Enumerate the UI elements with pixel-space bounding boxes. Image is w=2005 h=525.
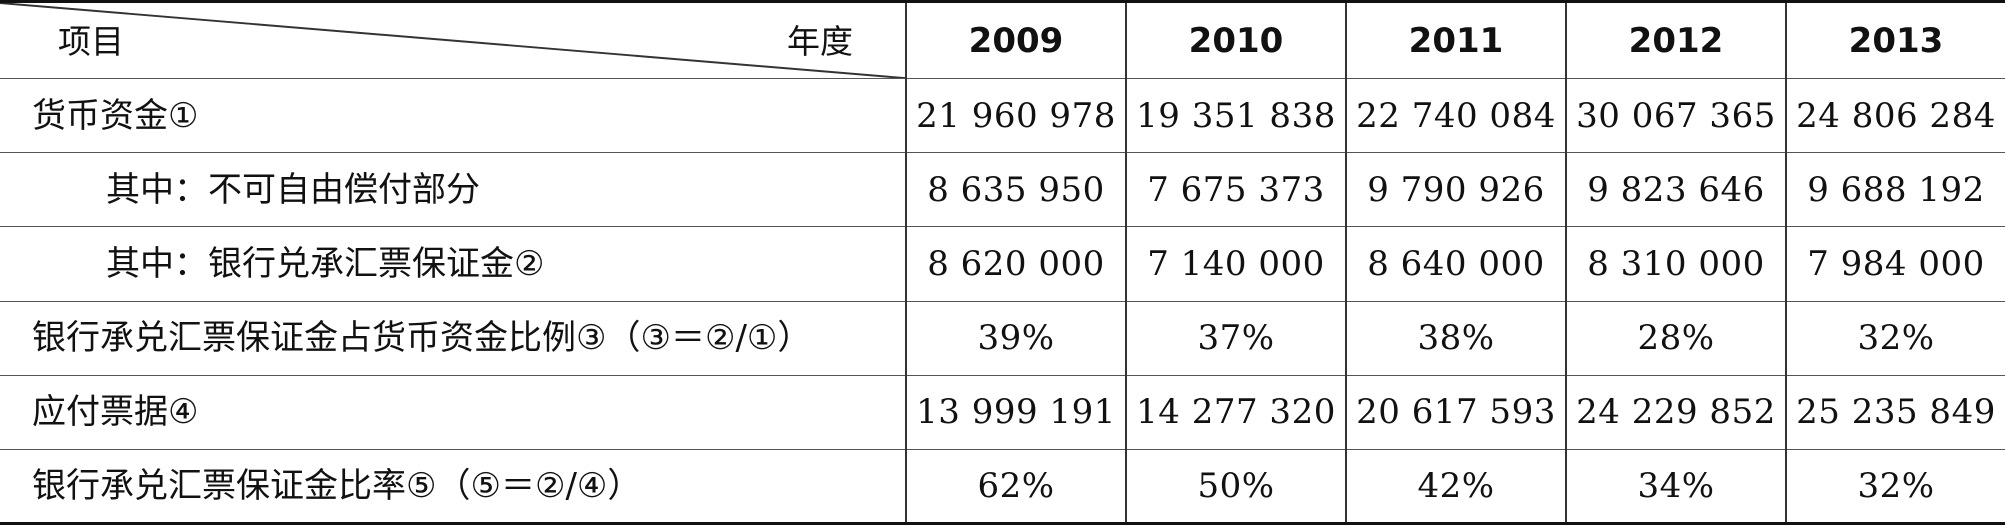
table-cell: 24 229 852 bbox=[1565, 375, 1787, 450]
year-header-2010: 2010 bbox=[1125, 0, 1347, 80]
header-year-label: 年度 bbox=[787, 22, 853, 61]
table-cell: 19 351 838 bbox=[1125, 78, 1347, 154]
year-header-2009: 2009 bbox=[905, 0, 1127, 80]
row-label: 应付票据④ bbox=[0, 375, 907, 450]
header-row: 项目 年度 2009 2010 2011 2012 2013 bbox=[0, 0, 2005, 80]
table-cell: 30 067 365 bbox=[1565, 78, 1787, 154]
year-header-2012: 2012 bbox=[1565, 0, 1787, 80]
table-row: 其中：不可自由偿付部分 8 635 950 7 675 373 9 790 92… bbox=[0, 152, 2005, 228]
table-row: 银行承兑汇票保证金比率⑤（⑤＝②/④） 62% 50% 42% 34% 32% bbox=[0, 449, 2005, 525]
table-cell: 13 999 191 bbox=[905, 375, 1127, 450]
table-cell: 8 640 000 bbox=[1345, 226, 1567, 302]
row-label: 银行承兑汇票保证金比率⑤（⑤＝②/④） bbox=[0, 449, 907, 525]
table-cell: 8 635 950 bbox=[905, 152, 1127, 228]
table-row: 货币资金① 21 960 978 19 351 838 22 740 084 3… bbox=[0, 78, 2005, 154]
table-cell: 34% bbox=[1565, 449, 1787, 525]
table-cell: 24 806 284 bbox=[1785, 78, 2005, 154]
table-cell: 39% bbox=[905, 301, 1127, 376]
row-label: 其中：银行兑承汇票保证金② bbox=[0, 226, 907, 302]
table-cell: 9 688 192 bbox=[1785, 152, 2005, 228]
table-cell: 7 140 000 bbox=[1125, 226, 1347, 302]
table-cell: 37% bbox=[1125, 301, 1347, 376]
table-cell: 42% bbox=[1345, 449, 1567, 525]
table-cell: 28% bbox=[1565, 301, 1787, 376]
table-cell: 38% bbox=[1345, 301, 1567, 376]
table-cell: 21 960 978 bbox=[905, 78, 1127, 154]
table-cell: 9 790 926 bbox=[1345, 152, 1567, 228]
diagonal-divider bbox=[6, 4, 904, 78]
table-cell: 62% bbox=[905, 449, 1127, 525]
table-row: 银行承兑汇票保证金占货币资金比例③（③＝②/①） 39% 37% 38% 28%… bbox=[0, 301, 2005, 376]
row-label: 货币资金① bbox=[0, 78, 907, 154]
row-label: 其中：不可自由偿付部分 bbox=[0, 152, 907, 228]
table-cell: 7 675 373 bbox=[1125, 152, 1347, 228]
table-cell: 32% bbox=[1785, 301, 2005, 376]
year-header-2011: 2011 bbox=[1345, 0, 1567, 80]
year-header-2013: 2013 bbox=[1785, 0, 2005, 80]
table-cell: 7 984 000 bbox=[1785, 226, 2005, 302]
row-label: 银行承兑汇票保证金占货币资金比例③（③＝②/①） bbox=[0, 301, 907, 376]
table-cell: 25 235 849 bbox=[1785, 375, 2005, 450]
table-row: 应付票据④ 13 999 191 14 277 320 20 617 593 2… bbox=[0, 375, 2005, 450]
header-item-label: 项目 bbox=[58, 22, 124, 61]
table-cell: 50% bbox=[1125, 449, 1347, 525]
table-cell: 22 740 084 bbox=[1345, 78, 1567, 154]
table-row: 其中：银行兑承汇票保证金② 8 620 000 7 140 000 8 640 … bbox=[0, 226, 2005, 302]
table-cell: 8 620 000 bbox=[905, 226, 1127, 302]
table-cell: 14 277 320 bbox=[1125, 375, 1347, 450]
table-cell: 9 823 646 bbox=[1565, 152, 1787, 228]
table-cell: 32% bbox=[1785, 449, 2005, 525]
header-corner-cell: 项目 年度 bbox=[0, 0, 907, 80]
table-cell: 8 310 000 bbox=[1565, 226, 1787, 302]
table-cell: 20 617 593 bbox=[1345, 375, 1567, 450]
